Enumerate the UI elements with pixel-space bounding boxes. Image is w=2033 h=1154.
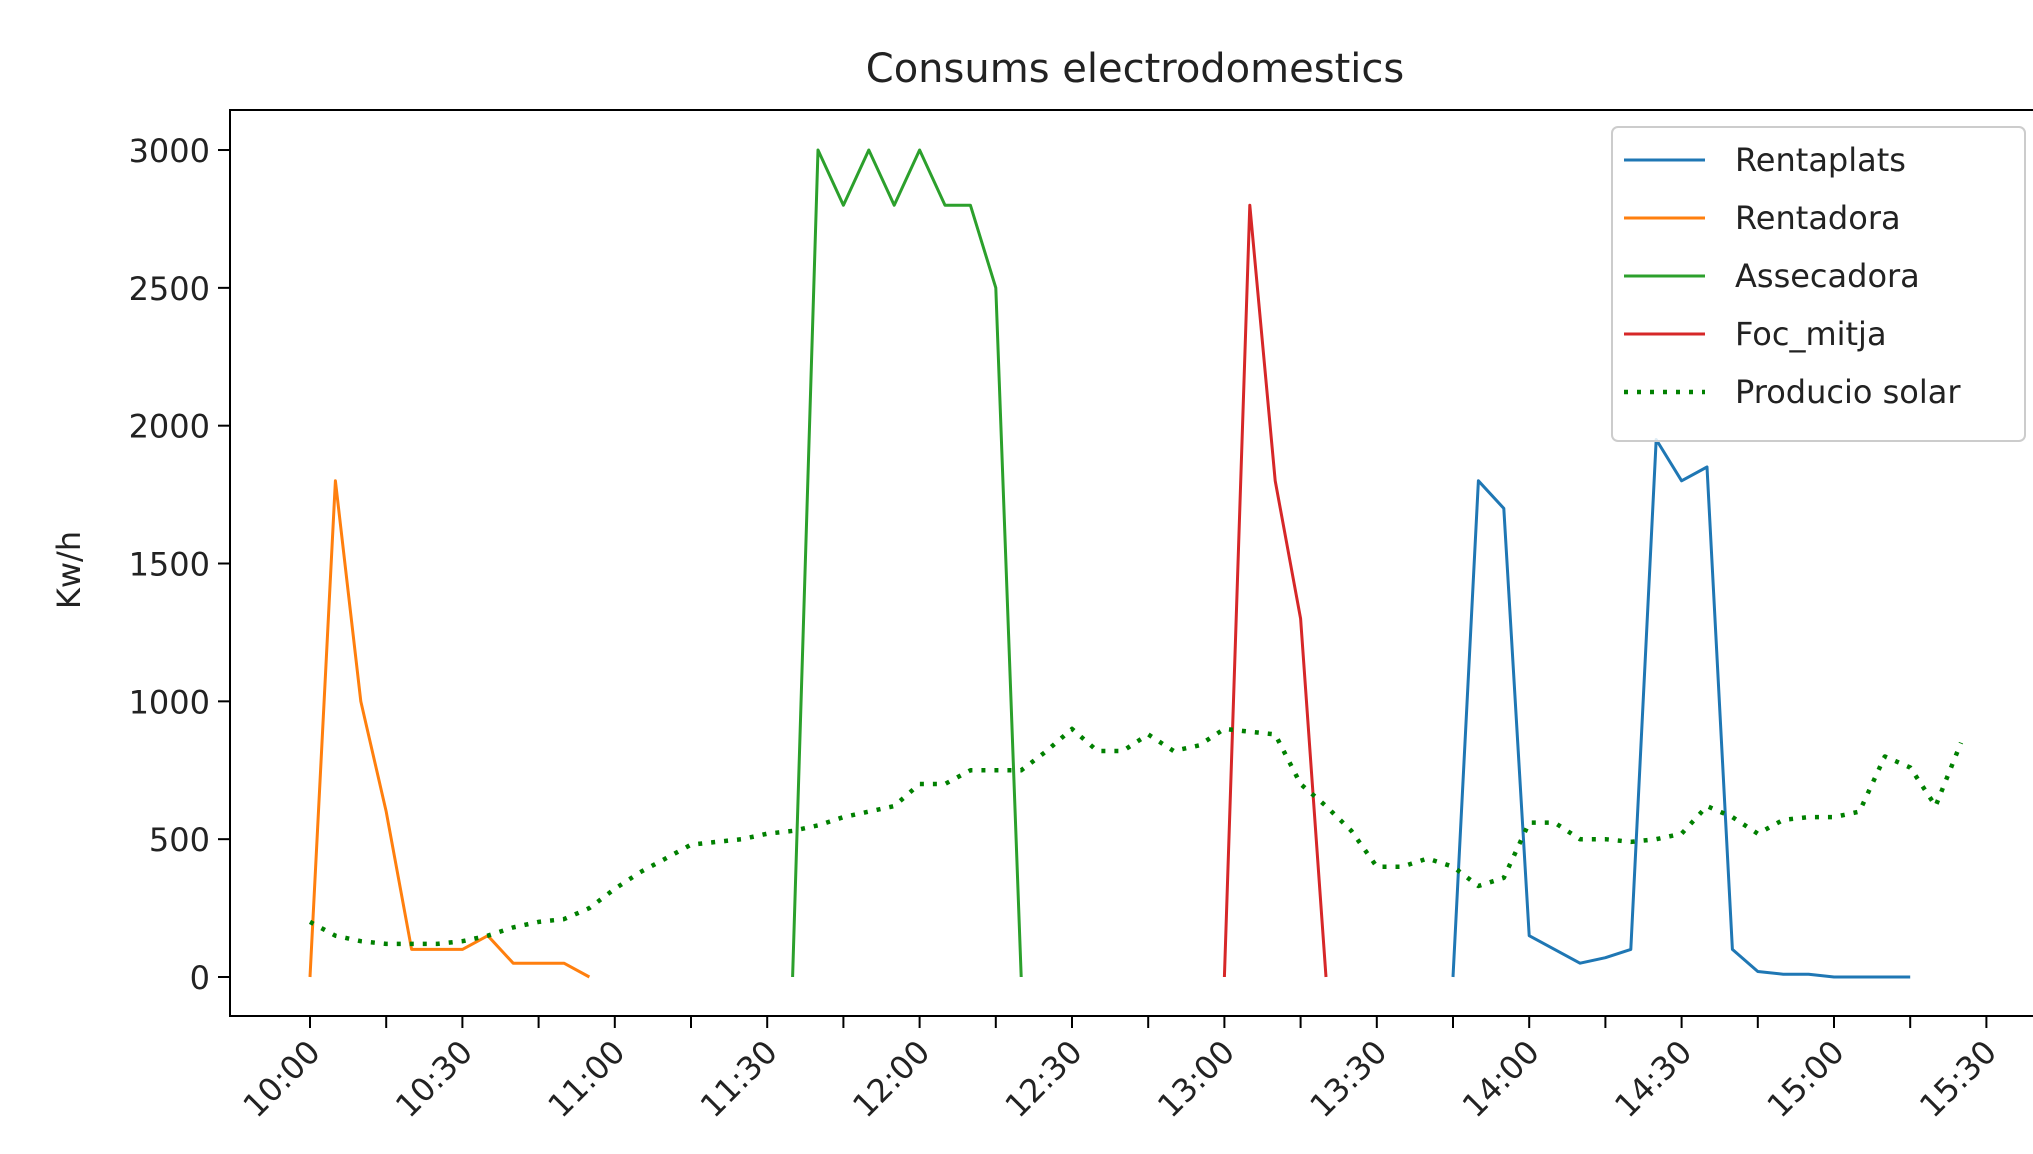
y-tick-label: 3000 <box>129 132 210 170</box>
y-tick-label: 1000 <box>129 683 210 721</box>
legend-box <box>1611 126 2026 442</box>
legend-label: Foc_mitja <box>1735 315 1887 353</box>
y-axis-label: Kw/h <box>50 531 88 609</box>
y-tick-label: 1500 <box>129 546 210 584</box>
series-line-assecadora <box>791 148 1023 978</box>
legend-label: Rentadora <box>1735 199 1901 237</box>
y-tick-label: 2500 <box>129 270 210 308</box>
legend-label: Assecadora <box>1735 257 1920 295</box>
series-line-rentadora <box>308 479 591 979</box>
legend-label: Rentaplats <box>1735 141 1906 179</box>
chart-title: Consums electrodomestics <box>866 46 1404 92</box>
y-tick-label: 2000 <box>129 408 210 446</box>
legend: Rentaplats Rentadora Assecadora Foc_mitja Pr… <box>1611 126 2026 442</box>
series-line-rentaplats <box>1451 438 1911 979</box>
y-tick-label: 0 <box>190 959 210 997</box>
series-line-foc-mitja <box>1222 203 1328 978</box>
y-axis-ticks: 0 500 1000 1500 2000 2500 3000 <box>129 132 230 997</box>
series-layer <box>308 148 1964 979</box>
legend-label: Producio solar <box>1735 373 1961 411</box>
y-tick-label: 500 <box>149 821 210 859</box>
